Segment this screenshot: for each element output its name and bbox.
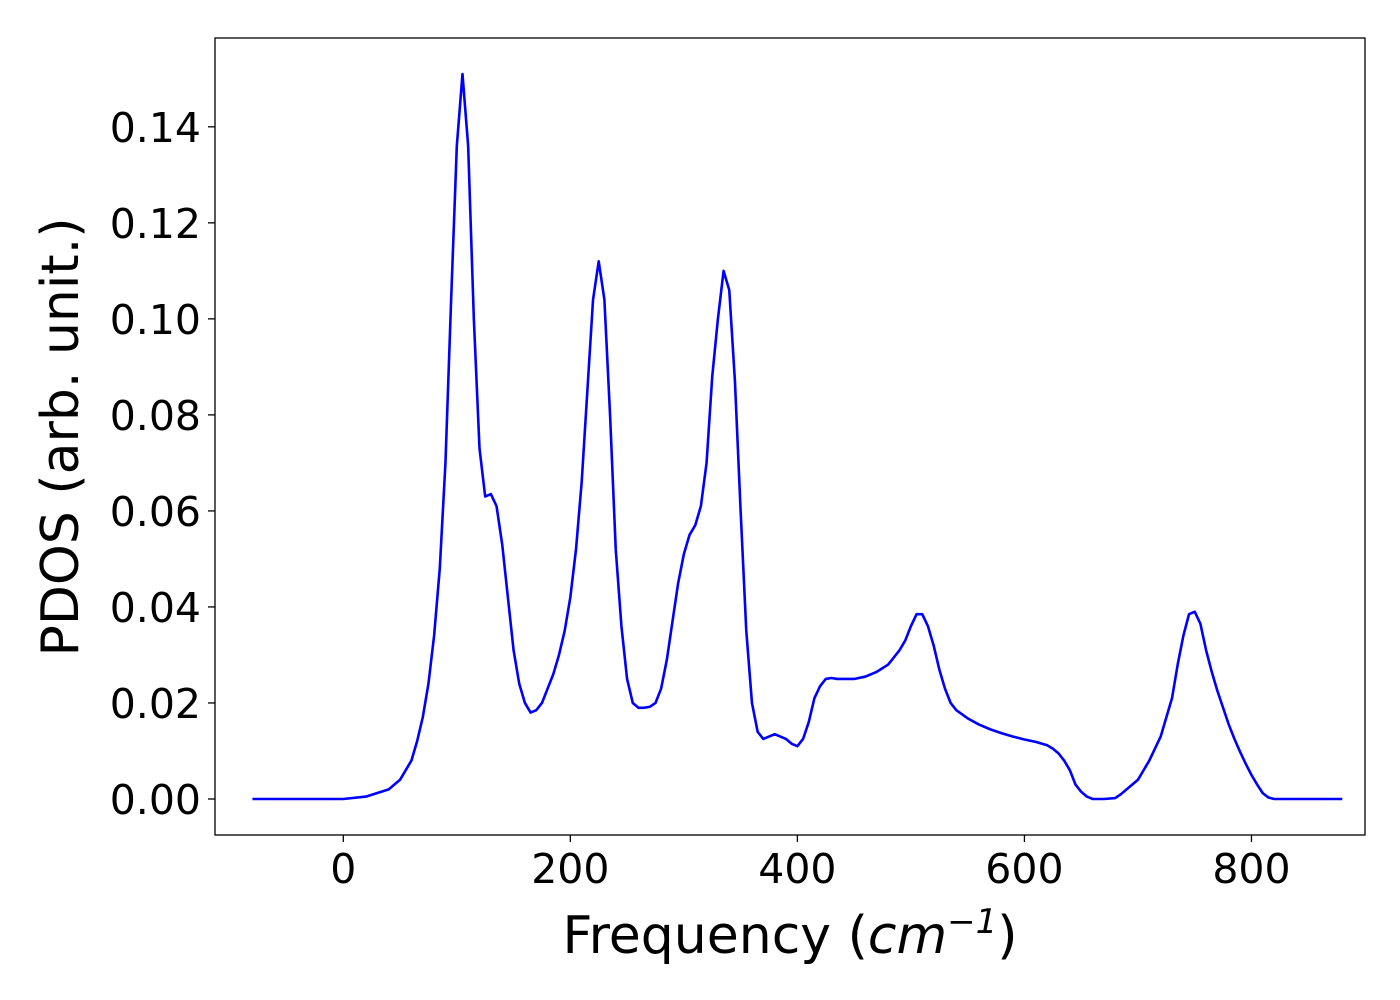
y-axis-label: PDOS (arb. unit.) [31,217,91,656]
y-tick-label: 0.12 [110,200,201,248]
y-tick-label: 0.02 [110,680,201,728]
y-tick-labels: 0.00 0.02 0.04 0.06 0.08 0.10 0.12 0.14 [110,104,201,824]
x-tick-label: 800 [1212,845,1290,893]
y-tick-label: 0.00 [110,776,201,824]
x-tick-label: 0 [330,845,356,893]
y-tick-label: 0.10 [110,296,201,344]
x-axis-label: Frequency (cm−1) [562,902,1017,966]
x-tick-label: 200 [531,845,609,893]
x-tick-labels: 0 200 400 600 800 [330,845,1290,893]
y-tick-label: 0.06 [110,488,201,536]
ticks-layer [208,126,1253,842]
x-tick-label: 400 [758,845,836,893]
y-tick-label: 0.04 [110,584,201,632]
y-tick-label: 0.14 [110,104,201,152]
series-layer [252,72,1343,801]
plot-frame [214,37,1366,836]
y-tick-label: 0.08 [110,392,201,440]
x-tick-label: 600 [985,845,1063,893]
series-line [252,72,1343,801]
